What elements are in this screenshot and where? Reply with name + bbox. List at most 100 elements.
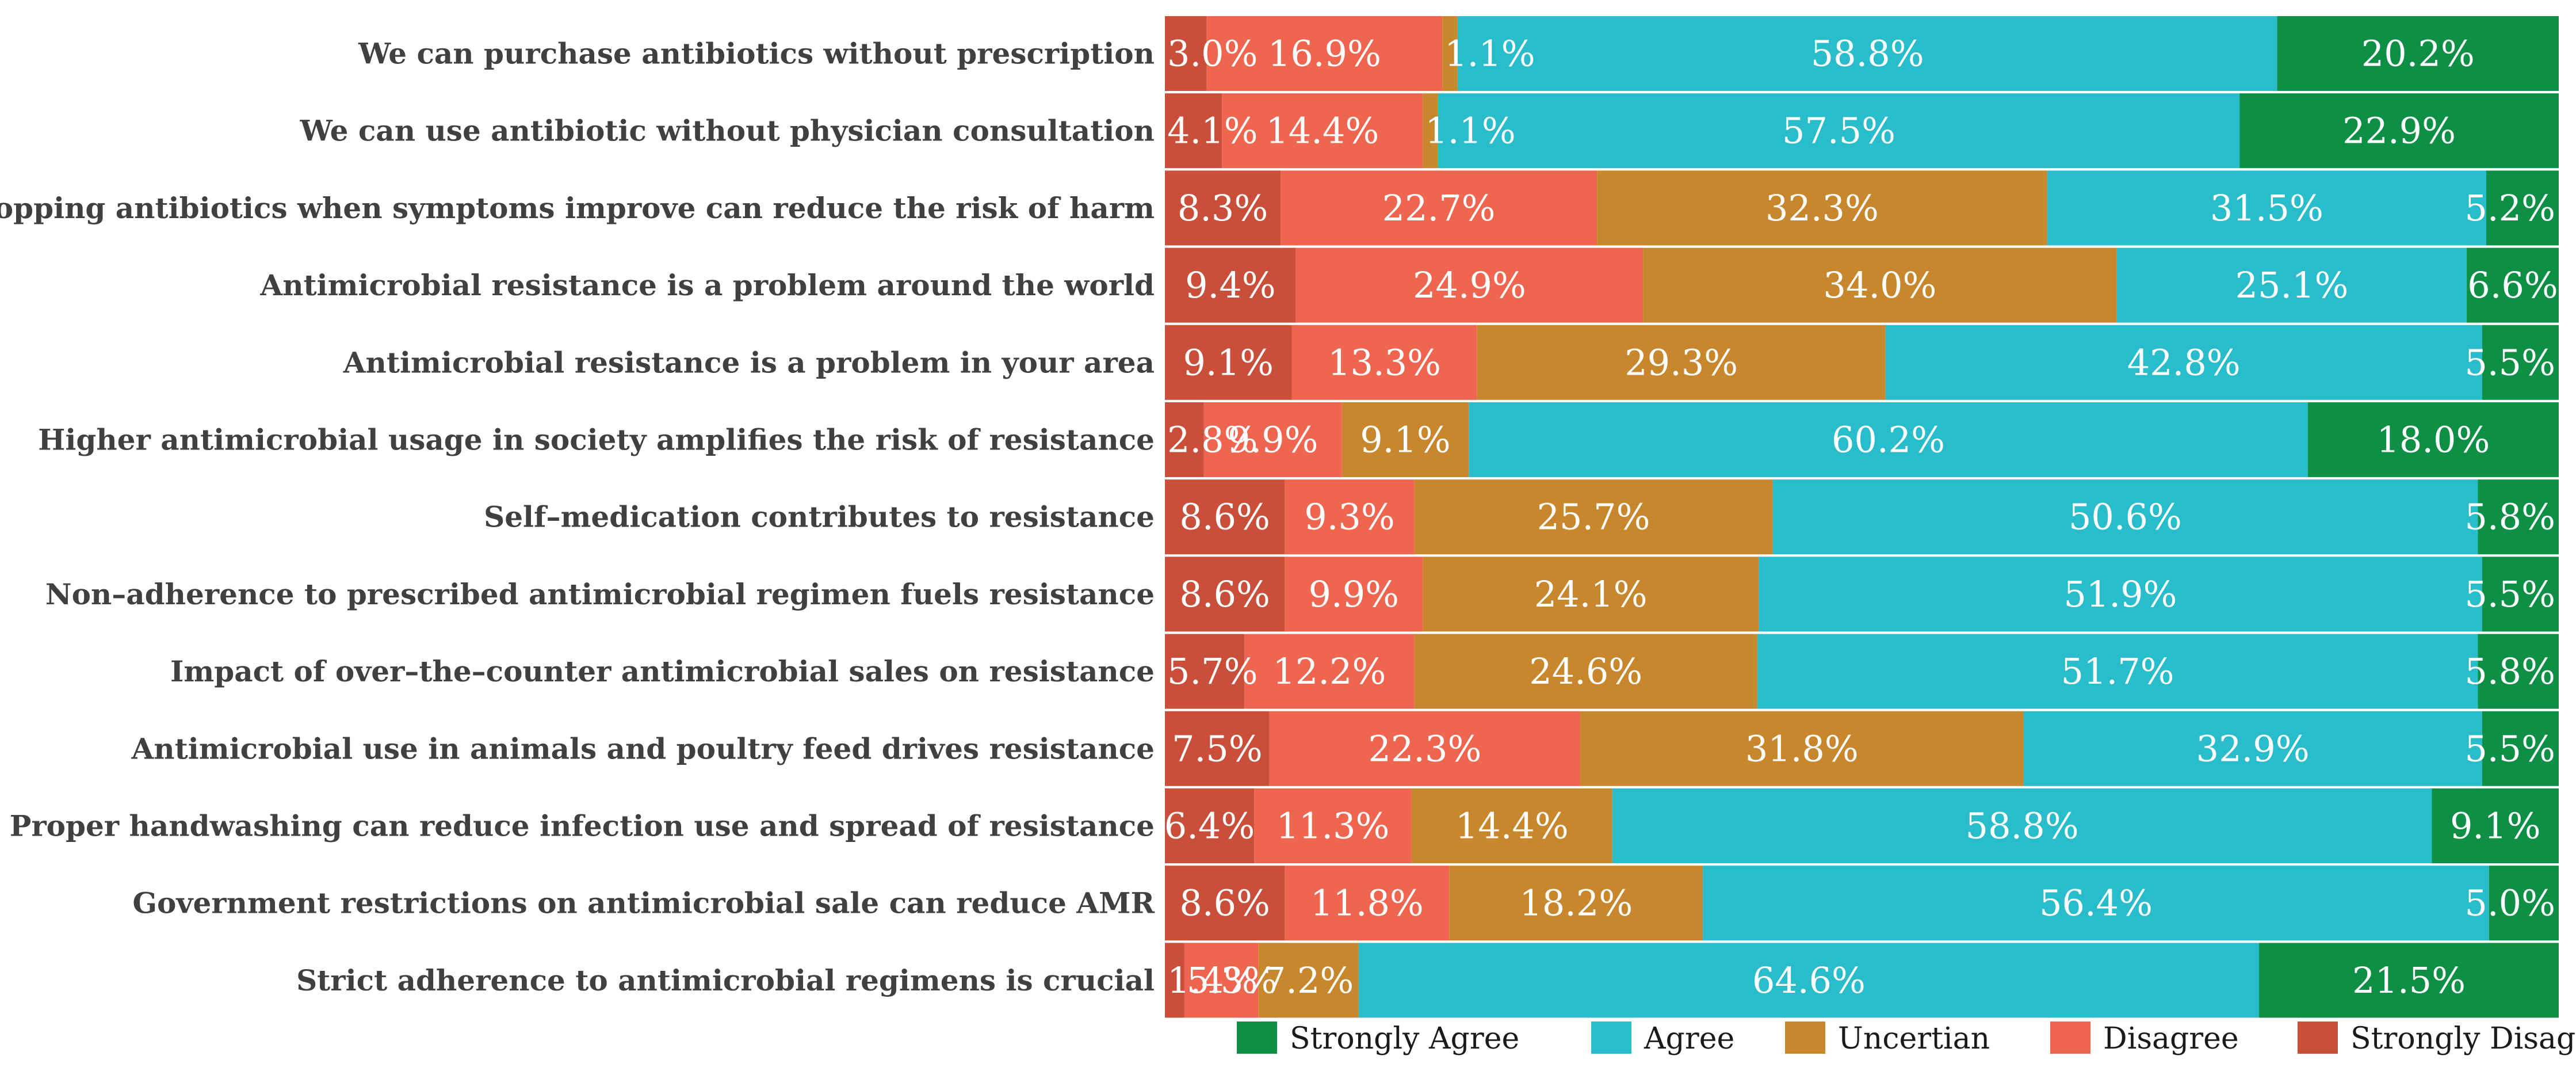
bar-segment-uncertian (1449, 866, 1703, 941)
legend: Strongly Agree Agree Uncertian Disagree Stro… (1237, 1022, 2576, 1056)
data-label: 9.4% (1185, 264, 1276, 306)
data-label: 6.4% (1164, 805, 1255, 847)
data-label: 64.6% (1752, 959, 1866, 1001)
bar-segment-disagree (1285, 557, 1423, 632)
bar-segment-uncertian (1597, 170, 2047, 246)
data-label: 21.5% (2352, 959, 2466, 1001)
data-label: 9.3% (1304, 496, 1395, 538)
bar-segment-uncertian (1414, 479, 1773, 555)
bar-segment-strongly-agree (2259, 943, 2559, 1018)
bar-segment-strongly-disagree (1165, 170, 1281, 246)
data-label: 50.6% (2069, 496, 2182, 538)
bar-segment-disagree (1285, 479, 1415, 555)
bar-segment-strongly-disagree (1165, 16, 1207, 91)
bar-segment-agree (1759, 557, 2482, 632)
category-label: We can use antibiotic without physician … (300, 114, 1155, 148)
bar-segment-strongly-agree (2432, 788, 2559, 863)
bar-segment-uncertian (1258, 943, 1359, 1018)
category-label: Higher antimicrobial usage in society am… (38, 423, 1155, 457)
bar-segment-strongly-disagree (1165, 788, 1255, 863)
data-label: 22.7% (1382, 187, 1496, 229)
bar-segment-agree (1612, 788, 2432, 863)
data-label: 4.1% (1167, 110, 1258, 152)
bar-segment-strongly-agree (2482, 711, 2559, 786)
bar-segment-agree (1358, 943, 2260, 1018)
bar-segment-strongly-disagree (1165, 93, 1222, 169)
bar-segment-strongly-disagree (1165, 711, 1270, 786)
data-label: 24.9% (1413, 264, 1526, 306)
category-label: Proper handwashing can reduce infection … (10, 809, 1155, 843)
bar-segment-strongly-disagree (1165, 557, 1285, 632)
bar-segment-strongly-disagree (1165, 866, 1285, 941)
bar-segment-disagree (1285, 866, 1450, 941)
data-label: 24.6% (1529, 650, 1642, 692)
legend-label: Strongly Disagree (2350, 1022, 2576, 1056)
data-label: 14.4% (1455, 805, 1569, 847)
category-labels: We can purchase antibiotics without pres… (0, 37, 1155, 997)
legend-label: Strongly Agree (1290, 1022, 1519, 1056)
data-label: 1.4% (1167, 959, 1258, 1001)
legend-swatch (2298, 1022, 2338, 1054)
category-label: Antimicrobial resistance is a problem in… (343, 345, 1155, 379)
bar-segment-strongly-agree (2482, 325, 2559, 400)
legend-swatch (1785, 1022, 1825, 1054)
bar-segment-agree (1438, 93, 2240, 169)
data-label: 51.9% (2063, 573, 2177, 615)
data-label: 5.3% (1187, 959, 1278, 1001)
data-label: 14.4% (1266, 110, 1379, 152)
legend-swatch (1237, 1022, 1277, 1054)
data-label: 9.1% (1183, 341, 1274, 383)
data-label: 58.8% (1811, 33, 1924, 75)
category-label: Stopping antibiotics when symptoms impro… (0, 191, 1155, 225)
data-label: 31.8% (1745, 727, 1859, 769)
data-label: 58.8% (1966, 805, 2079, 847)
data-label: 8.3% (1178, 187, 1268, 229)
bar-segment-uncertian (1442, 16, 1458, 91)
bar-segment-disagree (1184, 943, 1259, 1018)
data-label: 6.6% (2467, 264, 2558, 306)
data-label: 9.9% (1309, 573, 1400, 615)
data-label: 7.2% (1263, 959, 1354, 1001)
bar-segment-disagree (1244, 634, 1415, 709)
data-label: 5.5% (2464, 727, 2555, 769)
bar-segment-agree (1457, 16, 2277, 91)
data-label: 1.1% (1444, 33, 1535, 75)
bar-segment-disagree (1291, 325, 1477, 400)
bar-segment-agree (2023, 711, 2482, 786)
data-label: 42.8% (2127, 341, 2241, 383)
category-label: Non–adherence to prescribed antimicrobia… (45, 577, 1155, 611)
data-label: 60.2% (1832, 419, 1945, 461)
bar-segment-uncertian (1423, 557, 1759, 632)
bar-segment-strongly-agree (2489, 866, 2559, 941)
data-label: 31.5% (2210, 187, 2323, 229)
data-label: 5.8% (2464, 650, 2555, 692)
legend-swatch (2050, 1022, 2090, 1054)
bar-segment-strongly-agree (2478, 479, 2559, 555)
data-label: 11.3% (1276, 805, 1389, 847)
category-label: Antimicrobial use in animals and poultry… (131, 731, 1155, 765)
bar-segment-agree (2047, 170, 2487, 246)
bar-segment-strongly-disagree (1165, 634, 1245, 709)
data-label: 56.4% (2039, 882, 2153, 924)
legend-swatch (1591, 1022, 1631, 1054)
data-label: 1.1% (1425, 110, 1516, 152)
data-label: 2.8% (1167, 419, 1258, 461)
bar-segment-agree (1885, 325, 2482, 400)
bar-segment-uncertian (1411, 788, 1612, 863)
bar-segment-strongly-disagree (1165, 943, 1184, 1018)
bar-segment-strongly-disagree (1165, 325, 1292, 400)
bar-segment-agree (2116, 247, 2467, 323)
data-label: 22.3% (1368, 727, 1481, 769)
data-label: 9.9% (1228, 419, 1318, 461)
bar-segment-agree (1757, 634, 2478, 709)
data-label: 5.0% (2464, 882, 2555, 924)
bar-segment-disagree (1254, 788, 1412, 863)
category-label: Antimicrobial resistance is a problem ar… (259, 268, 1155, 302)
legend-label: Disagree (2103, 1022, 2239, 1056)
bar-segment-strongly-disagree (1165, 479, 1285, 555)
data-label: 8.6% (1179, 496, 1270, 538)
bar-segment-strongly-agree (2478, 634, 2559, 709)
bars: 3.0% 16.9% 1.1% 58.8% 20.2%4.1% 14.4% 1.1% 57.5… (1164, 16, 2559, 1018)
bar-segment-agree (1469, 402, 2308, 477)
